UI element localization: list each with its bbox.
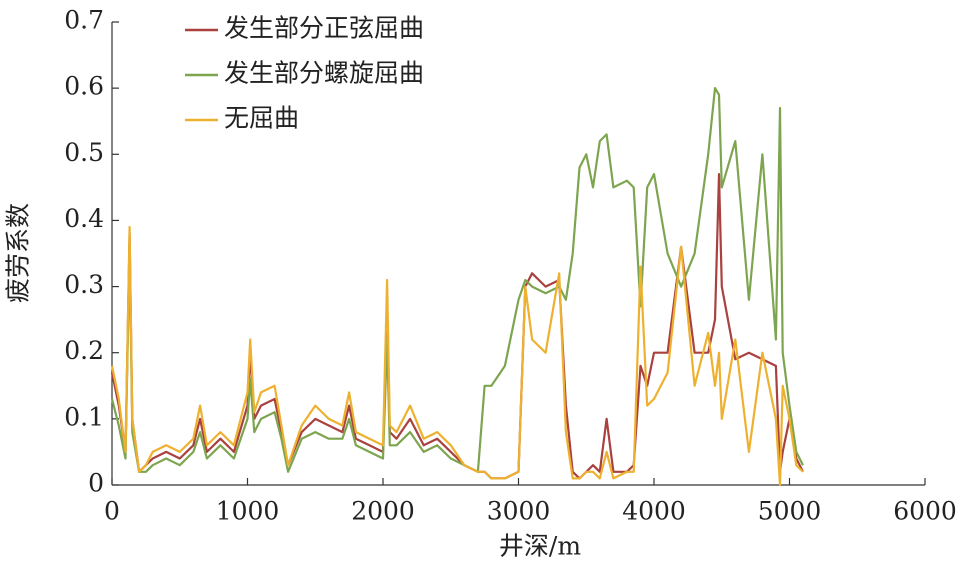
x-tick-label: 5000	[758, 497, 822, 526]
series-line	[110, 225, 804, 487]
y-axis-label: 疲劳系数	[4, 203, 33, 303]
series-line	[110, 87, 804, 473]
x-tick-label: 0	[104, 497, 120, 526]
x-tick-label: 1000	[216, 497, 280, 526]
y-tick-label: 0.1	[64, 402, 104, 431]
x-tick-label: 6000	[893, 497, 957, 526]
y-tick-label: 0.7	[64, 6, 104, 35]
legend-label: 发生部分正弦屈曲	[224, 14, 424, 43]
legend-label: 无屈曲	[224, 104, 299, 133]
legend-label: 发生部分螺旋屈曲	[224, 59, 424, 88]
y-tick-label: 0.3	[64, 270, 104, 299]
y-tick-label: 0.2	[64, 336, 104, 365]
y-tick-label: 0.4	[64, 204, 104, 233]
y-tick-label: 0.6	[64, 72, 104, 101]
x-tick-label: 4000	[622, 497, 686, 526]
x-tick-label: 3000	[487, 497, 551, 526]
x-tick-label: 2000	[351, 497, 415, 526]
x-axis-label: 井深/m	[499, 532, 581, 561]
y-tick-label: 0.5	[64, 138, 104, 167]
y-tick-label: 0	[88, 469, 104, 498]
